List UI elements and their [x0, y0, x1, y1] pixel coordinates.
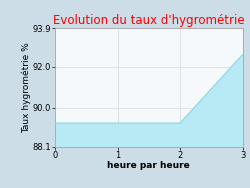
- Y-axis label: Taux hygrométrie %: Taux hygrométrie %: [21, 42, 31, 133]
- X-axis label: heure par heure: heure par heure: [108, 161, 190, 170]
- Title: Evolution du taux d'hygrométrie: Evolution du taux d'hygrométrie: [53, 14, 244, 27]
